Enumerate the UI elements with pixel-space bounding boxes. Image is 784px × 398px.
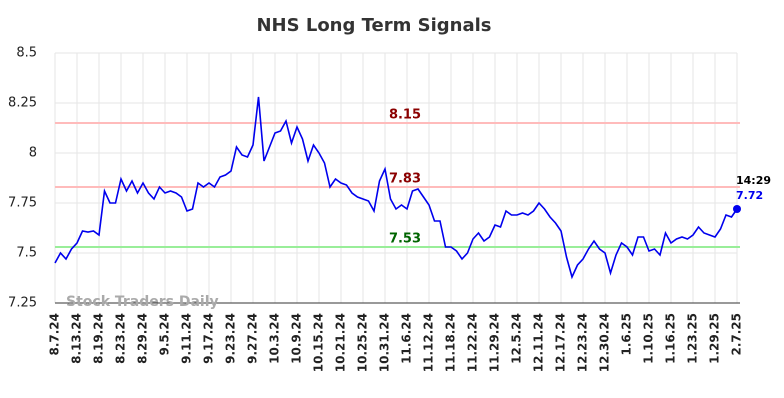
y-tick-label: 8.5 [16, 46, 37, 61]
x-tick-label: 10.21.24 [334, 313, 348, 372]
x-tick-label: 8.13.24 [70, 313, 84, 364]
x-tick-label: 10.9.24 [290, 313, 304, 364]
x-tick-label: 10.25.24 [356, 313, 370, 372]
x-tick-label: 1.16.25 [664, 313, 678, 364]
x-tick-label: 11.6.24 [400, 313, 414, 364]
x-tick-label: 1.6.25 [620, 313, 634, 356]
y-tick-label: 8 [29, 146, 37, 161]
y-tick-label: 7.25 [8, 296, 37, 311]
level-label: 7.83 [389, 172, 421, 187]
x-tick-label: 11.22.24 [466, 313, 480, 372]
x-tick-label: 9.27.24 [246, 313, 260, 364]
x-tick-label: 9.5.24 [158, 313, 172, 356]
last-time: 14:29 [736, 174, 771, 187]
last-value: 7.72 [736, 189, 763, 202]
price-line [54, 96, 738, 280]
x-tick-label: 1.23.25 [686, 313, 700, 364]
last-point [733, 205, 741, 213]
x-tick-label: 8.7.24 [48, 313, 62, 356]
x-tick-label: 8.19.24 [92, 313, 106, 364]
x-tick-label: 12.30.24 [598, 313, 612, 372]
x-tick-label: 11.29.24 [488, 313, 502, 372]
level-label: 7.53 [389, 232, 421, 247]
x-tick-label: 12.17.24 [554, 313, 568, 372]
x-tick-label: 8.29.24 [136, 313, 150, 364]
x-tick-label: 1.10.25 [642, 313, 656, 364]
x-tick-label: 8.23.24 [114, 313, 128, 364]
x-tick-label: 9.23.24 [224, 313, 238, 364]
x-tick-label: 10.15.24 [312, 313, 326, 372]
watermark: Stock Traders Daily [66, 294, 219, 310]
x-tick-label: 12.5.24 [510, 313, 524, 364]
x-tick-label: 9.11.24 [180, 313, 194, 364]
y-tick-label: 8.25 [8, 96, 37, 111]
x-tick-label: 1.29.25 [708, 313, 722, 364]
y-tick-label: 7.5 [16, 246, 37, 261]
x-tick-label: 12.11.24 [532, 313, 546, 372]
x-tick-label: 12.23.24 [576, 313, 590, 372]
level-label: 8.15 [389, 108, 421, 123]
x-tick-label: 10.31.24 [378, 313, 392, 372]
chart-title: NHS Long Term Signals [256, 15, 491, 36]
x-tick-label: 11.12.24 [422, 313, 436, 372]
y-tick-label: 7.75 [8, 196, 37, 211]
x-tick-label: 10.3.24 [268, 313, 282, 364]
x-tick-label: 9.17.24 [202, 313, 216, 364]
x-tick-label: 2.7.25 [730, 313, 744, 356]
x-tick-label: 11.18.24 [444, 313, 458, 372]
